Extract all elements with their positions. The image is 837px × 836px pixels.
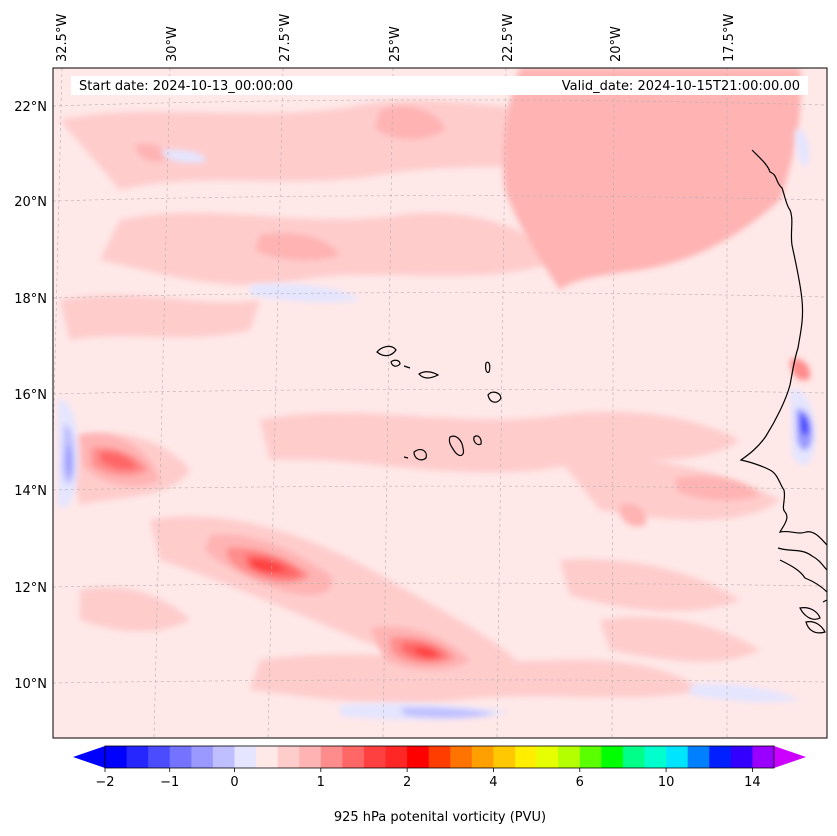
colorbar-bin: [515, 746, 538, 768]
map-panel: [53, 68, 827, 738]
island-sao-nicolau: [418, 371, 440, 379]
colorbar-bin: [191, 746, 214, 768]
colorbar-tick-label: 14: [744, 775, 761, 790]
lon-label: 30°W: [165, 26, 180, 62]
lat-label: 16°N: [14, 388, 47, 403]
colorbar-bin: [687, 746, 710, 768]
colorbar-bin: [299, 746, 322, 768]
colorbar-extend-max: [774, 746, 806, 768]
colorbar-tick-label: −1: [160, 775, 179, 790]
colorbar-bin: [601, 746, 624, 768]
colorbar-bin: [471, 746, 495, 768]
colorbar-bin: [428, 746, 451, 768]
colorbar-bin: [212, 746, 236, 768]
island-boa-vista: [487, 391, 502, 403]
lon-label: 22.5°W: [501, 14, 516, 62]
start-date-label: Start date: 2024-10-13_00:00:00: [79, 79, 293, 94]
lat-label: 22°N: [14, 100, 47, 115]
island-sal: [485, 361, 491, 373]
island-santo-antao: [376, 345, 397, 357]
lon-label: 20°W: [609, 26, 624, 62]
colorbar-tick-label: 1: [317, 775, 325, 790]
colorbar-bin: [579, 746, 602, 768]
island-sao-vicente: [390, 359, 401, 367]
colorbar-bin: [256, 746, 279, 768]
lon-label: 32.5°W: [55, 14, 70, 62]
colorbar-bin: [126, 746, 149, 768]
colorbar-bin: [342, 746, 365, 768]
colorbar-bin: [363, 746, 387, 768]
colorbar-bin: [105, 746, 128, 768]
longitude-labels: 32.5°W 30°W 27.5°W 25°W 22.5°W 20°W 17.5…: [55, 14, 737, 62]
colorbar-tick-label: 0: [230, 775, 238, 790]
latitude-labels: 22°N 20°N 18°N 16°N 14°N 12°N 10°N: [14, 100, 47, 692]
colorbar-bins: [105, 746, 775, 768]
colorbar-bin: [277, 746, 300, 768]
colorbar-bin: [385, 746, 408, 768]
colorbar-bin: [450, 746, 473, 768]
colorbar-tick-label: −2: [95, 775, 114, 790]
graticule: [53, 68, 827, 738]
colorbar-bin: [730, 746, 754, 768]
colorbar-bin: [536, 746, 559, 768]
pv-field-strong: [92, 358, 811, 664]
colorbar-bin: [493, 746, 516, 768]
colorbar-extend-min: [73, 746, 105, 768]
lon-label: 17.5°W: [722, 14, 737, 62]
colorbar-tick-label: 4: [489, 775, 497, 790]
pv-field-northeast: [255, 68, 801, 290]
colorbar-bin: [666, 746, 689, 768]
colorbar-bin: [320, 746, 343, 768]
header-banner: [71, 76, 808, 95]
colorbar-bin: [558, 746, 581, 768]
lat-label: 20°N: [14, 195, 47, 210]
island-santa-luzia: [403, 365, 411, 369]
colorbar-ticks: −2 −1 0 1 2 4 6 10 14: [95, 768, 761, 790]
colorbar-outline: [104, 745, 775, 769]
island-fogo: [413, 448, 427, 461]
colorbar-tick-label: 10: [658, 775, 675, 790]
island-brava: [403, 456, 409, 459]
lat-label: 18°N: [14, 292, 47, 307]
coastline: [376, 149, 827, 634]
colorbar-bin: [709, 746, 732, 768]
colorbar-bin: [622, 746, 646, 768]
island-santiago: [448, 435, 465, 457]
lat-label: 14°N: [14, 484, 47, 499]
colorbar: −2 −1 0 1 2 4 6 10 14 925 hPa potenital vorticit…: [73, 745, 806, 825]
colorbar-bin: [234, 746, 257, 768]
lat-label: 12°N: [14, 581, 47, 596]
island-maio: [473, 435, 482, 446]
colorbar-bin: [752, 746, 775, 768]
lat-label: 10°N: [14, 677, 47, 692]
colorbar-bin: [407, 746, 430, 768]
colorbar-bin: [644, 746, 667, 768]
map-frame: [52, 67, 828, 739]
colorbar-bin: [169, 746, 192, 768]
pv-field-negative: [58, 129, 816, 721]
colorbar-tick-label: 6: [576, 775, 584, 790]
valid-date-label: Valid_date: 2024-10-15T21:00:00.00: [562, 79, 800, 94]
colorbar-bin: [148, 746, 171, 768]
colorbar-tick-label: 2: [403, 775, 411, 790]
lon-label: 25°W: [388, 26, 403, 62]
colorbar-label: 925 hPa potenital vorticity (PVU): [334, 810, 546, 825]
lon-label: 27.5°W: [278, 14, 293, 62]
